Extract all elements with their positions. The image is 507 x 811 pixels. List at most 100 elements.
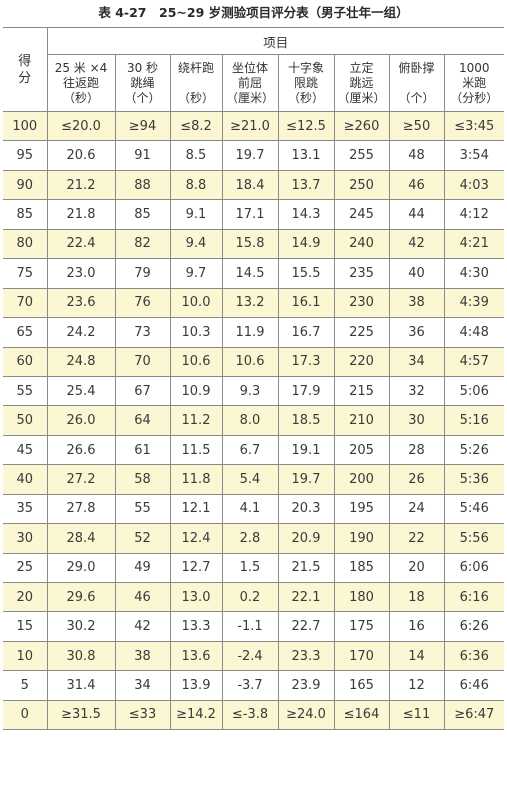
column-header-line: （秒） bbox=[62, 90, 99, 105]
value-cell: 24 bbox=[388, 493, 445, 525]
table-row: 90 21.2 88 8.8 18.4 13.7 250 46 4:03 bbox=[3, 169, 505, 201]
value-cell: 30.8 bbox=[46, 640, 116, 672]
table-row: 95 20.6 91 8.5 19.7 13.1 255 48 3:54 bbox=[3, 140, 505, 171]
value-cell: ≤33 bbox=[114, 699, 171, 731]
value-cell: 12.4 bbox=[169, 523, 223, 554]
value-cell: 14 bbox=[388, 640, 445, 672]
value-cell: 240 bbox=[333, 228, 390, 260]
column-header-line: 绕杆跑 bbox=[177, 60, 214, 75]
value-cell: 23.6 bbox=[46, 287, 116, 319]
column-header-line: 前屈 bbox=[237, 75, 262, 90]
value-cell: 61 bbox=[114, 434, 171, 466]
value-cell: 13.9 bbox=[169, 670, 223, 701]
value-cell: 10.6 bbox=[169, 346, 223, 377]
score-cell: 35 bbox=[3, 493, 48, 525]
score-cell: 30 bbox=[3, 523, 48, 554]
value-cell: 16 bbox=[388, 611, 445, 642]
value-cell: 38 bbox=[388, 287, 445, 319]
table-row: 25 29.0 49 12.7 1.5 21.5 185 20 6:06 bbox=[3, 552, 505, 584]
column-header-line: 跳远 bbox=[349, 75, 374, 90]
value-cell: 250 bbox=[333, 169, 390, 201]
value-cell: ≤3:45 bbox=[443, 110, 505, 142]
value-cell: 46 bbox=[114, 581, 171, 613]
value-cell: 19.7 bbox=[221, 140, 279, 171]
column-header: 绕杆跑 （秒） bbox=[169, 54, 223, 112]
value-cell: 23.9 bbox=[277, 670, 335, 701]
table-row: 50 26.0 64 11.2 8.0 18.5 210 30 5:16 bbox=[3, 405, 505, 436]
header-row-group: 得 分 项目 bbox=[3, 27, 505, 112]
score-cell: 25 bbox=[3, 552, 48, 584]
value-cell: 195 bbox=[333, 493, 390, 525]
table-row: 100 ≤20.0 ≥94 ≤8.2 ≥21.0 ≤12.5 ≥260 ≥50 ≤3:45 bbox=[3, 110, 505, 142]
value-cell: 16.7 bbox=[277, 317, 335, 348]
value-cell: 28 bbox=[388, 434, 445, 466]
table-row: 55 25.4 67 10.9 9.3 17.9 215 32 5:06 bbox=[3, 375, 505, 407]
value-cell: 23.3 bbox=[277, 640, 335, 672]
value-cell: 8.0 bbox=[221, 405, 279, 436]
column-header-line: 坐位体 bbox=[231, 60, 268, 75]
value-cell: -2.4 bbox=[221, 640, 279, 672]
value-cell: 6:26 bbox=[443, 611, 505, 642]
value-cell: ≥14.2 bbox=[169, 699, 223, 731]
value-cell: 30.2 bbox=[46, 611, 116, 642]
value-cell: 180 bbox=[333, 581, 390, 613]
value-cell: 22.4 bbox=[46, 228, 116, 260]
value-cell: 4:57 bbox=[443, 346, 505, 377]
value-cell: 4.1 bbox=[221, 493, 279, 525]
value-cell: 6:36 bbox=[443, 640, 505, 672]
column-header-line: （个） bbox=[398, 90, 435, 105]
value-cell: 25.4 bbox=[46, 375, 116, 407]
value-cell: 11.2 bbox=[169, 405, 223, 436]
value-cell: 21.2 bbox=[46, 169, 116, 201]
value-cell: ≤8.2 bbox=[169, 110, 223, 142]
value-cell: 18.5 bbox=[277, 405, 335, 436]
value-cell: 9.3 bbox=[221, 375, 279, 407]
value-cell: 16.1 bbox=[277, 287, 335, 319]
value-cell: 4:21 bbox=[443, 228, 505, 260]
value-cell: 8.5 bbox=[169, 140, 223, 171]
value-cell: 0.2 bbox=[221, 581, 279, 613]
column-header: 坐位体 前屈 （厘米） bbox=[221, 54, 279, 112]
value-cell: 11.8 bbox=[169, 464, 223, 495]
value-cell: ≥50 bbox=[388, 110, 445, 142]
value-cell: 32 bbox=[388, 375, 445, 407]
table-row: 75 23.0 79 9.7 14.5 15.5 235 40 4:30 bbox=[3, 258, 505, 289]
value-cell: ≥94 bbox=[114, 110, 171, 142]
value-cell: 6:06 bbox=[443, 552, 505, 584]
table-row: 70 23.6 76 10.0 13.2 16.1 230 38 4:39 bbox=[3, 287, 505, 319]
column-header: 十字象 限跳 （秒） bbox=[277, 54, 335, 112]
column-header-line: 立定 bbox=[349, 60, 374, 75]
value-cell: 13.6 bbox=[169, 640, 223, 672]
table-row: 5 31.4 34 13.9 -3.7 23.9 165 12 6:46 bbox=[3, 670, 505, 701]
value-cell: 175 bbox=[333, 611, 390, 642]
score-cell: 100 bbox=[3, 110, 48, 142]
value-cell: 4:39 bbox=[443, 287, 505, 319]
value-cell: 8.8 bbox=[169, 169, 223, 201]
score-header-line: 得 bbox=[18, 53, 32, 69]
table-row: 45 26.6 61 11.5 6.7 19.1 205 28 5:26 bbox=[3, 434, 505, 466]
column-header-line: 十字象 bbox=[287, 60, 324, 75]
value-cell: 14.3 bbox=[277, 199, 335, 230]
value-cell: 17.3 bbox=[277, 346, 335, 377]
value-cell: 230 bbox=[333, 287, 390, 319]
value-cell: 225 bbox=[333, 317, 390, 348]
table-caption: 表 4-27 25~29 岁测验项目评分表（男子壮年一组） bbox=[98, 5, 409, 20]
value-cell: 10.0 bbox=[169, 287, 223, 319]
value-cell: 12 bbox=[388, 670, 445, 701]
value-cell: ≤164 bbox=[333, 699, 390, 731]
column-header-line: 往返跑 bbox=[62, 75, 99, 90]
value-cell: 13.7 bbox=[277, 169, 335, 201]
value-cell: 210 bbox=[333, 405, 390, 436]
value-cell: ≤-3.8 bbox=[221, 699, 279, 731]
value-cell: 165 bbox=[333, 670, 390, 701]
value-cell: 4:03 bbox=[443, 169, 505, 201]
value-cell: ≥31.5 bbox=[46, 699, 116, 731]
value-cell: 9.1 bbox=[169, 199, 223, 230]
value-cell: ≥260 bbox=[333, 110, 390, 142]
value-cell: 12.7 bbox=[169, 552, 223, 584]
value-cell: 58 bbox=[114, 464, 171, 495]
table-row: 40 27.2 58 11.8 5.4 19.7 200 26 5:36 bbox=[3, 464, 505, 495]
value-cell: 85 bbox=[114, 199, 171, 230]
value-cell: 11.5 bbox=[169, 434, 223, 466]
value-cell: 22.1 bbox=[277, 581, 335, 613]
